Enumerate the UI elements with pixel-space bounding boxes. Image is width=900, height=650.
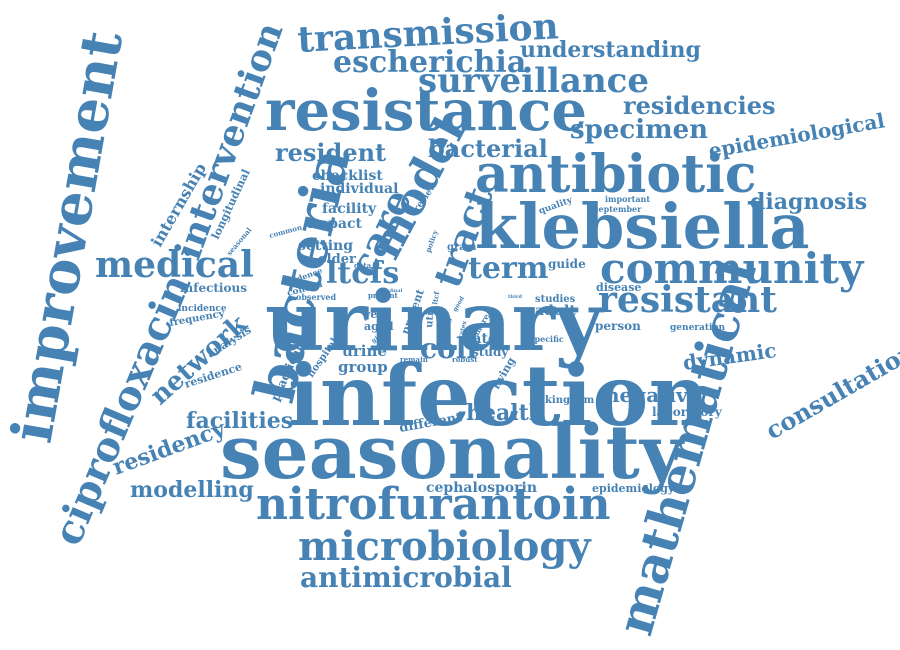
cloud-word-urine: urine (342, 342, 387, 360)
cloud-word-resistance: resistance (265, 78, 587, 144)
cloud-word-nitrofurantoin: nitrofurantoin (256, 479, 611, 530)
cloud-word-guide: guide (548, 257, 586, 271)
cloud-word-study: study (472, 345, 509, 359)
cloud-word-diagnosis: diagnosis (750, 189, 867, 215)
cloud-word-setting: setting (298, 238, 353, 254)
cloud-word-surveillance: surveillance (418, 61, 649, 101)
cloud-word-health: health (466, 400, 545, 426)
cloud-word-community: community (600, 244, 865, 293)
cloud-word-resistant: resistant (598, 279, 777, 321)
cloud-word-incidence: incidence (178, 304, 227, 314)
cloud-word-rate: rate (465, 331, 497, 347)
cloud-word-group: group (338, 358, 388, 376)
cloud-word-medical: medical (95, 244, 254, 286)
cloud-word-gram: gram (447, 242, 477, 253)
cloud-word-observed: observed (296, 292, 336, 302)
cloud-word-rates: rates (457, 320, 468, 339)
cloud-word-negative: negative (605, 383, 700, 407)
cloud-word-consultation: consultation (761, 336, 900, 445)
cloud-word-infectious: infectious (180, 281, 247, 295)
cloud-word-facility: facility (322, 201, 377, 217)
cloud-word-resident: resident (275, 138, 386, 167)
cloud-word-disease: disease (596, 281, 641, 294)
cloud-word-adult: adult (535, 303, 576, 319)
cloud-word-specific: specific (530, 334, 564, 344)
cloud-word-antimicrobial: antimicrobial (300, 561, 512, 594)
cloud-word-third: third (508, 294, 522, 300)
cloud-word-september: september (594, 204, 642, 214)
cloud-word-uti: uti (424, 311, 436, 328)
cloud-word-residencies: residencies (623, 91, 776, 120)
cloud-word-term: term (468, 251, 549, 286)
cloud-word-modelling: modelling (130, 477, 254, 503)
cloud-word-ltcf: ltcf (430, 290, 441, 306)
cloud-word-cephalosporin: cephalosporin (426, 480, 537, 496)
cloud-word-coli: coli (420, 332, 477, 365)
cloud-word-epidemiology: epidemiology (592, 482, 675, 495)
cloud-word-infection: infection (288, 346, 710, 445)
cloud-word-person: person (595, 319, 641, 333)
cloud-word-microbiology: microbiology (298, 523, 592, 570)
cloud-word-year: year (363, 308, 391, 321)
cloud-word-kingdom: kingdom (545, 395, 595, 406)
cloud-word-escherichia: escherichia (333, 45, 526, 80)
cloud-word-specimen: specimen (570, 115, 708, 145)
cloud-word-generation: generation (670, 323, 725, 333)
cloud-word-individual: individual (320, 181, 398, 197)
cloud-word-understanding: understanding (520, 37, 701, 63)
cloud-word-impact: impact (308, 216, 363, 232)
cloud-word-aged: aged (364, 320, 394, 333)
cloud-word-laboratory: laboratory (652, 405, 723, 419)
cloud-word-klebsiella: klebsiella (475, 190, 810, 263)
cloud-word-urinary: urinary (265, 274, 605, 370)
cloud-word-remain: remain (400, 355, 428, 364)
cloud-word-older: older (318, 252, 356, 267)
cloud-word-data: data (354, 261, 372, 270)
cloud-word-final: final (390, 288, 403, 294)
cloud-word-studies: studies (535, 294, 576, 305)
cloud-word-bacterial: bacterial (428, 134, 548, 163)
cloud-word-checklist: checklist (312, 168, 383, 184)
cloud-word-important: important (605, 194, 650, 204)
cloud-word-present: present (368, 291, 399, 300)
cloud-word-antibiotic: antibiotic (475, 144, 757, 205)
cloud-word-ltcfs: ltcfs (326, 256, 399, 291)
cloud-word-facilities: facilities (186, 408, 293, 434)
cloud-word-seasonality: seasonality (220, 410, 685, 496)
cloud-word-robust: robust (452, 355, 478, 364)
